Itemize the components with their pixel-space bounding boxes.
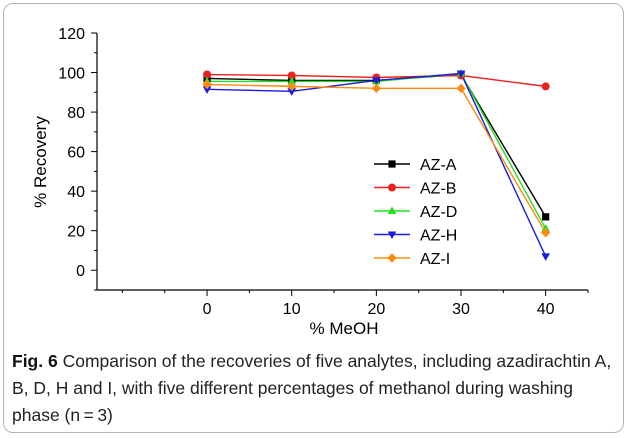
- y-axis-label: % Recovery: [31, 116, 50, 208]
- x-tick-label: 0: [203, 301, 212, 318]
- axes: [96, 33, 588, 291]
- x-ticks: 0 10 20 30 40: [121, 290, 589, 318]
- figure-caption-text: Comparison of the recoveries of five ana…: [12, 351, 612, 425]
- series-markers: [202, 69, 551, 261]
- data-point-az-i: [540, 227, 551, 238]
- series-line-az-h: [207, 72, 547, 257]
- legend-marker: [388, 183, 396, 192]
- x-tick-label: 40: [537, 301, 555, 318]
- data-point-az-i: [456, 83, 466, 94]
- figure-frame: [3, 3, 624, 433]
- data-point-az-h: [287, 88, 297, 96]
- x-tick-label: 20: [367, 301, 385, 318]
- y-tick-label: 0: [76, 263, 85, 280]
- y-tick-label: 120: [58, 26, 85, 43]
- data-point-az-i: [202, 79, 212, 90]
- legend-marker: [387, 231, 397, 239]
- line-chart: 0 20 40 60 80 100 120 0 10 20 30 40 % Recovery % M…: [31, 26, 589, 338]
- legend-label: AZ-B: [420, 181, 456, 198]
- y-tick-label: 40: [67, 184, 85, 201]
- data-point-az-b: [203, 70, 212, 79]
- x-tick-label: 30: [452, 301, 470, 318]
- legend: AZ-A AZ-B AZ-D AZ-H AZ-I: [374, 157, 457, 268]
- series-line-az-d: [207, 72, 547, 230]
- x-tick-label: 10: [283, 301, 301, 318]
- legend-marker: [387, 253, 397, 263]
- data-point-az-b: [541, 82, 550, 91]
- legend-marker: [388, 160, 396, 168]
- data-point-az-h: [541, 253, 550, 261]
- x-axis-label: % MeOH: [310, 319, 379, 338]
- data-point-az-h: [202, 86, 212, 94]
- y-ticks: 0 20 40 60 80 100 120: [58, 26, 97, 291]
- data-point-az-i: [371, 83, 382, 94]
- data-point-az-h: [372, 77, 381, 85]
- data-point-az-d: [287, 76, 297, 85]
- legend-label: AZ-D: [420, 204, 457, 221]
- legend-label: AZ-H: [420, 228, 457, 245]
- data-point-az-h: [456, 70, 466, 79]
- y-tick-label: 80: [67, 105, 85, 122]
- y-tick-label: 60: [67, 145, 85, 162]
- data-point-az-i: [287, 81, 297, 92]
- data-point-az-b: [287, 71, 296, 80]
- legend-marker: [387, 206, 397, 215]
- figure-caption: Fig. 6 Comparison of the recoveries of f…: [12, 348, 612, 429]
- figure-label: Fig. 6: [12, 351, 58, 371]
- y-tick-label: 20: [67, 224, 85, 241]
- data-point-az-a: [542, 213, 550, 221]
- legend-label: AZ-A: [420, 157, 457, 174]
- legend-label: AZ-I: [420, 251, 450, 268]
- y-tick-label: 100: [58, 66, 85, 83]
- series-lines: [207, 72, 547, 257]
